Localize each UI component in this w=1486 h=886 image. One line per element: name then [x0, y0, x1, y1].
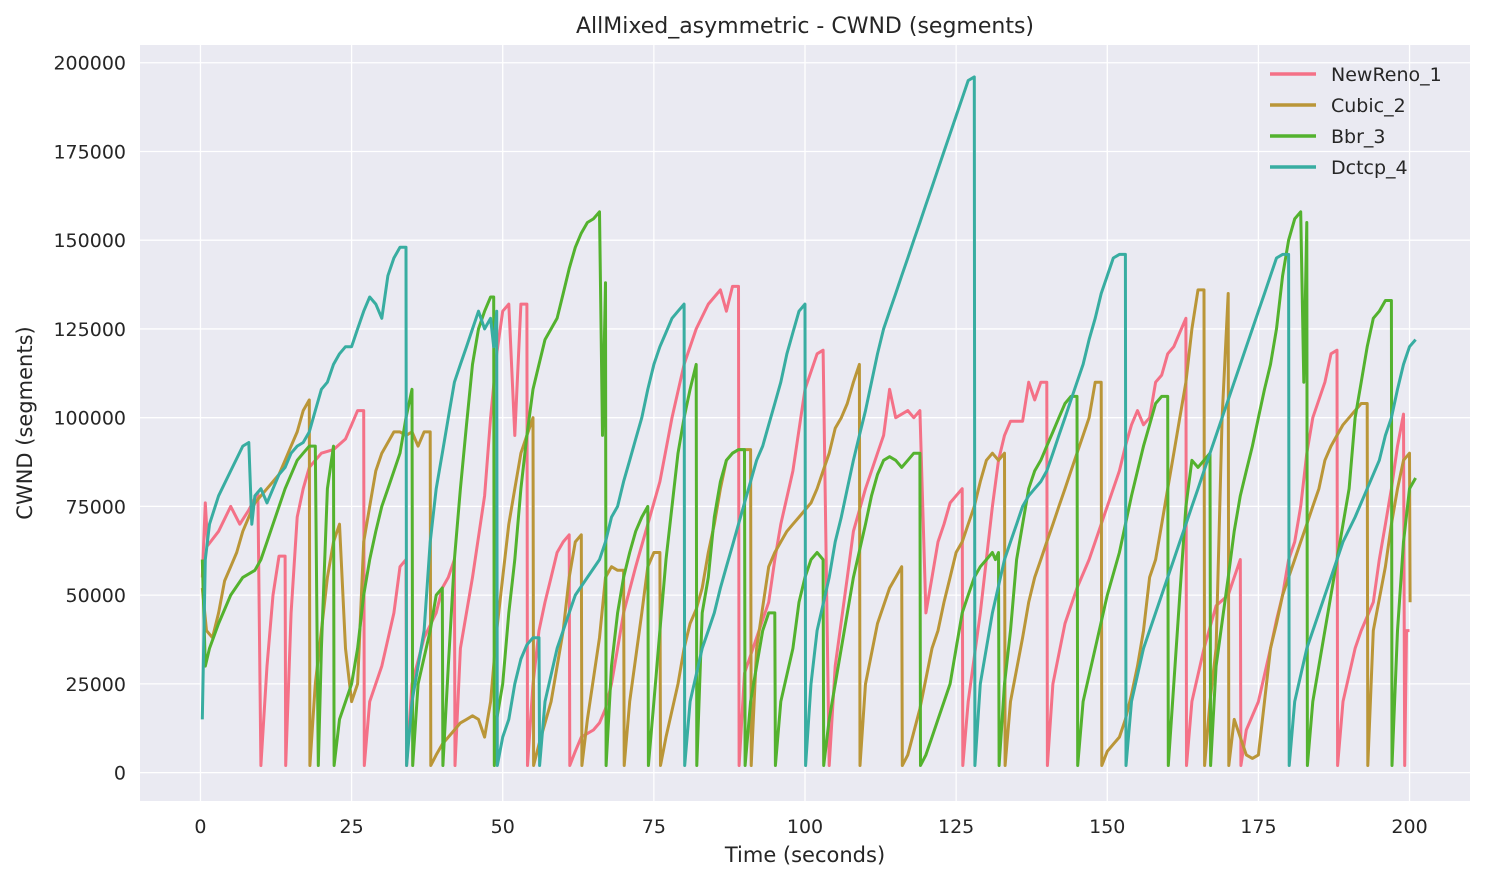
y-tick-label: 100000 — [53, 408, 126, 430]
x-axis-title: Time (seconds) — [724, 843, 885, 867]
x-tick-label: 50 — [491, 816, 515, 838]
y-tick-label: 125000 — [53, 319, 126, 341]
x-tick-label: 0 — [194, 816, 206, 838]
chart-title: AllMixed_asymmetric - CWND (segments) — [576, 14, 1034, 39]
legend-label: NewReno_1 — [1331, 64, 1442, 86]
x-tick-label: 25 — [339, 816, 363, 838]
y-tick-label: 50000 — [66, 585, 126, 607]
x-tick-label: 75 — [642, 816, 666, 838]
x-tick-label: 150 — [1089, 816, 1125, 838]
series-line-newreno-1 — [200, 284, 1410, 767]
x-tick-label: 100 — [787, 816, 823, 838]
legend-label: Cubic_2 — [1331, 95, 1406, 117]
x-axis-ticks: 0 25 50 75 100 125 150 175 200 — [194, 816, 1427, 838]
series-line-dctcp-4 — [200, 75, 1417, 767]
x-tick-label: 125 — [938, 816, 974, 838]
x-tick-label: 200 — [1391, 816, 1427, 838]
series-layer — [200, 75, 1417, 767]
y-tick-label: 175000 — [53, 141, 126, 163]
x-tick-label: 175 — [1240, 816, 1276, 838]
legend-label: Bbr_3 — [1331, 126, 1386, 148]
y-tick-label: 0 — [114, 763, 126, 785]
legend-label: Dctcp_4 — [1331, 157, 1408, 179]
legend: NewReno_1 Cubic_2 Bbr_3 Dctcp_4 — [1270, 64, 1442, 179]
series-line-cubic-2 — [200, 288, 1412, 767]
series-line-bbr-3 — [200, 210, 1417, 767]
y-tick-label: 25000 — [66, 674, 126, 696]
y-axis-ticks: 0 25000 50000 75000 100000 125000 150000 175000… — [53, 53, 126, 785]
y-tick-label: 150000 — [53, 230, 126, 252]
y-axis-title: CWND (segments) — [13, 326, 37, 519]
y-tick-label: 200000 — [53, 53, 126, 75]
y-tick-label: 75000 — [66, 496, 126, 518]
